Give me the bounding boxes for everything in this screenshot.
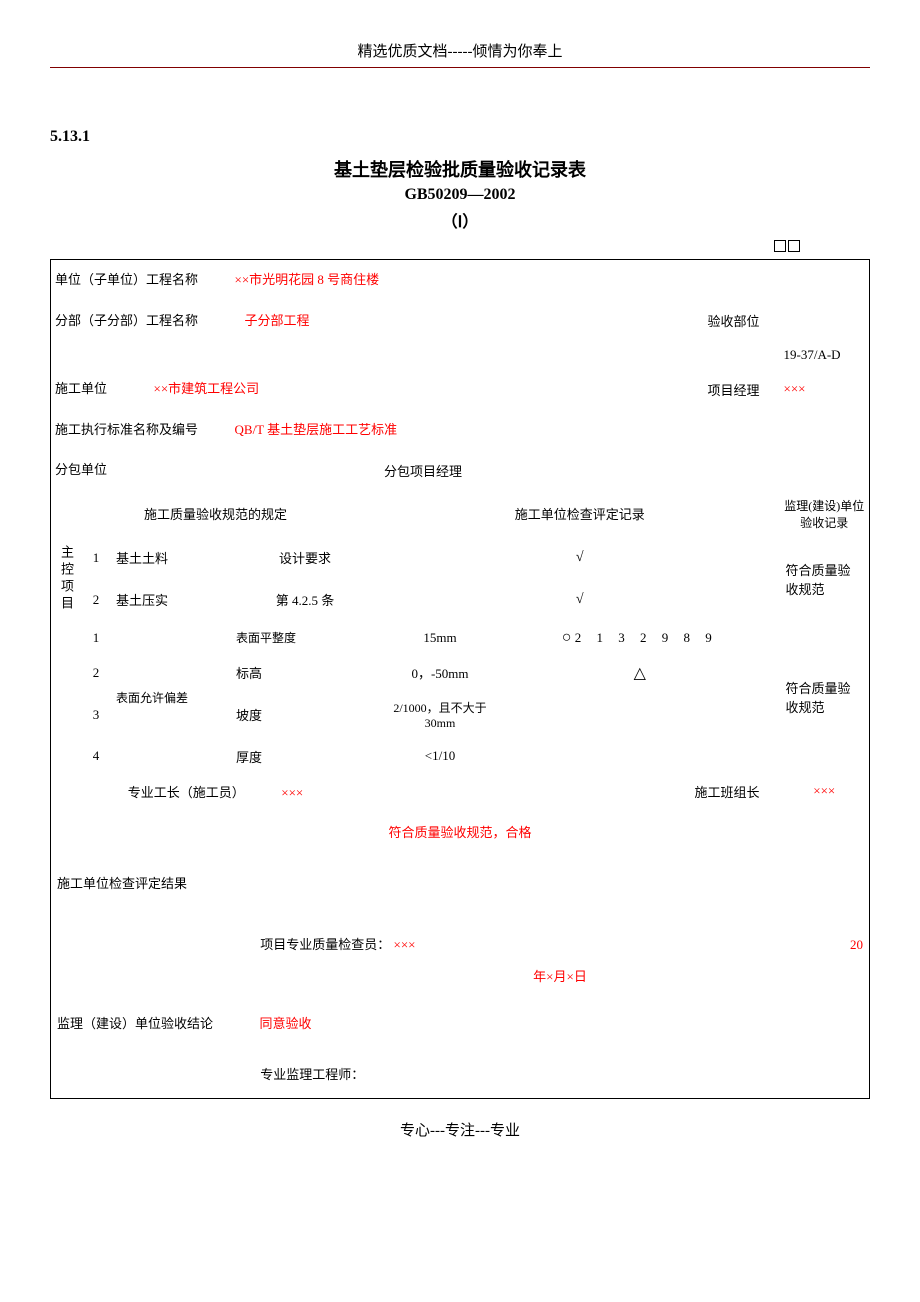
main-item-record: √ bbox=[576, 592, 584, 607]
general-item-spec: 0，-50mm bbox=[380, 655, 500, 691]
accept-part-label: 验收部位 bbox=[707, 314, 759, 329]
document-title: 基土垫层检验批质量验收记录表 bbox=[50, 156, 870, 182]
team-leader-value: ××× bbox=[813, 783, 835, 798]
project-manager-label: 项目经理 bbox=[707, 383, 759, 398]
result-text: 符合质量验收规范，合格 bbox=[388, 825, 531, 840]
main-item-name: 基土土料 bbox=[110, 537, 230, 579]
page-header: 精选优质文档-----倾情为你奉上 bbox=[50, 40, 870, 68]
general-item-spec: 2/1000，且不大于30mm bbox=[380, 691, 500, 739]
supervisor-conclusion-label: 监理（建设）单位验收结论 bbox=[57, 1016, 213, 1031]
general-item-no: 3 bbox=[82, 691, 110, 739]
quality-inspector-value: ××× bbox=[394, 937, 416, 952]
circle-icon: ○ bbox=[562, 629, 572, 646]
general-items-compliance: 符合质量验收规范 bbox=[780, 621, 870, 774]
general-item-no: 1 bbox=[82, 621, 110, 655]
surface-deviation-label: 表面允许偏差 bbox=[116, 689, 224, 706]
sub-value: 子分部工程 bbox=[245, 313, 310, 328]
general-item-spec: 15mm bbox=[380, 621, 500, 655]
supervisor-conclusion-value: 同意验收 bbox=[260, 1016, 312, 1031]
foreman-value: ××× bbox=[281, 785, 303, 800]
project-manager-value: ××× bbox=[780, 369, 870, 410]
main-item-spec: 设计要求 bbox=[230, 537, 380, 579]
unit-value: ××市光明花园 8 号商住楼 bbox=[235, 272, 380, 287]
main-item-spec: 第 4.2.5 条 bbox=[230, 579, 380, 621]
general-item-spec: <1/10 bbox=[380, 739, 500, 774]
construction-unit-value: ××市建筑工程公司 bbox=[154, 381, 260, 396]
main-items-compliance: 符合质量验收规范 bbox=[780, 537, 870, 621]
exec-standard-label: 施工执行标准名称及编号 bbox=[55, 422, 198, 437]
unit-check-record-header: 施工单位检查评定记录 bbox=[515, 507, 645, 522]
general-item-numbers: 2 1 3 2 9 8 9 bbox=[575, 630, 718, 645]
general-item-no: 4 bbox=[82, 739, 110, 774]
page-footer: 专心---专注---专业 bbox=[50, 1119, 870, 1140]
general-item-name: 标高 bbox=[230, 655, 380, 691]
checkbox-icon bbox=[788, 240, 800, 252]
subcontract-manager-label: 分包项目经理 bbox=[384, 464, 462, 479]
subcontract-label: 分包单位 bbox=[55, 462, 107, 477]
date-text: 年×月×日 bbox=[533, 969, 587, 984]
exec-standard-value: QB/T 基土垫层施工工艺标准 bbox=[235, 422, 398, 437]
triangle-icon: △ bbox=[634, 665, 646, 682]
document-standard-code: GB50209—2002 bbox=[50, 186, 870, 204]
supervisor-engineer-label: 专业监理工程师： bbox=[260, 1067, 364, 1082]
general-item-name: 表面平整度 bbox=[236, 629, 296, 646]
sub-label: 分部（子分部）工程名称 bbox=[55, 313, 198, 328]
checkbox-icon bbox=[774, 240, 786, 252]
general-item-name: 坡度 bbox=[230, 691, 380, 739]
main-item-no: 1 bbox=[82, 537, 110, 579]
main-item-name: 基土压实 bbox=[110, 579, 230, 621]
accept-part-value: 19-37/A-D bbox=[780, 341, 870, 369]
general-item-name: 厚度 bbox=[230, 739, 380, 774]
main-item-record: √ bbox=[576, 550, 584, 565]
quality-inspector-label: 项目专业质量检查员： bbox=[260, 937, 390, 952]
team-leader-label: 施工班组长 bbox=[694, 785, 759, 800]
section-number: 5.13.1 bbox=[50, 128, 870, 146]
general-item-no: 2 bbox=[82, 655, 110, 691]
year-prefix: 20 bbox=[850, 929, 863, 960]
inspection-form-table: 单位（子单位）工程名称 ××市光明花园 8 号商住楼 分部（子分部）工程名称 子… bbox=[50, 259, 870, 1099]
foreman-label: 专业工长（施工员） bbox=[128, 785, 245, 800]
supervisor-record-header: 监理(建设)单位验收记录 bbox=[784, 499, 864, 530]
checkbox-row bbox=[50, 240, 870, 257]
document-roman-numeral: （Ⅰ） bbox=[50, 208, 870, 232]
construction-unit-label: 施工单位 bbox=[55, 381, 107, 396]
main-items-group-label: 主控项目 bbox=[57, 545, 76, 613]
main-item-no: 2 bbox=[82, 579, 110, 621]
quality-spec-header: 施工质量验收规范的规定 bbox=[144, 507, 287, 522]
unit-label: 单位（子单位）工程名称 bbox=[55, 272, 198, 287]
result-section-label: 施工单位检查评定结果 bbox=[57, 868, 863, 899]
